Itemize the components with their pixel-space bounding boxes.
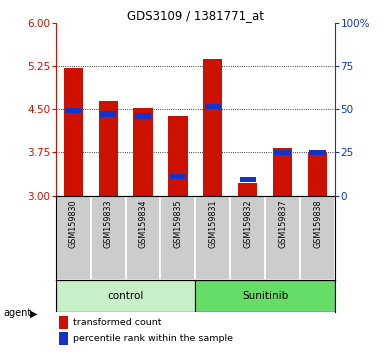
Text: Sunitinib: Sunitinib <box>242 291 288 301</box>
Bar <box>100 111 116 117</box>
Bar <box>300 195 335 280</box>
Bar <box>56 280 195 313</box>
Title: GDS3109 / 1381771_at: GDS3109 / 1381771_at <box>127 9 264 22</box>
Text: GSM159833: GSM159833 <box>104 200 113 248</box>
Bar <box>59 332 69 345</box>
Bar <box>238 183 257 195</box>
Bar <box>65 108 81 113</box>
Text: GSM159830: GSM159830 <box>69 200 78 248</box>
Bar <box>239 177 256 182</box>
Text: GSM159838: GSM159838 <box>313 200 322 248</box>
Bar <box>230 195 265 280</box>
Bar <box>56 195 91 280</box>
Bar <box>135 113 151 119</box>
Text: control: control <box>107 291 144 301</box>
Bar <box>275 149 291 155</box>
Bar <box>310 149 326 155</box>
Bar <box>265 195 300 280</box>
Text: GSM159835: GSM159835 <box>173 200 182 249</box>
Bar <box>170 174 186 179</box>
Bar <box>203 59 223 195</box>
Text: percentile rank within the sample: percentile rank within the sample <box>72 334 233 343</box>
Text: agent: agent <box>4 308 32 318</box>
Text: transformed count: transformed count <box>72 318 161 327</box>
Bar <box>91 195 126 280</box>
Text: GSM159837: GSM159837 <box>278 200 287 249</box>
Text: GSM159832: GSM159832 <box>243 200 252 249</box>
Bar <box>168 116 187 195</box>
Text: GSM159831: GSM159831 <box>208 200 218 248</box>
Text: GSM159834: GSM159834 <box>139 200 147 248</box>
Bar <box>161 195 195 280</box>
Bar <box>273 148 292 195</box>
Bar <box>134 108 152 195</box>
Bar <box>205 103 221 109</box>
Bar <box>99 101 118 195</box>
Bar <box>195 280 335 313</box>
Bar <box>195 195 230 280</box>
Bar <box>308 152 327 195</box>
Bar <box>59 316 69 329</box>
Text: ▶: ▶ <box>30 308 37 318</box>
Bar <box>126 195 161 280</box>
Bar <box>64 68 83 195</box>
